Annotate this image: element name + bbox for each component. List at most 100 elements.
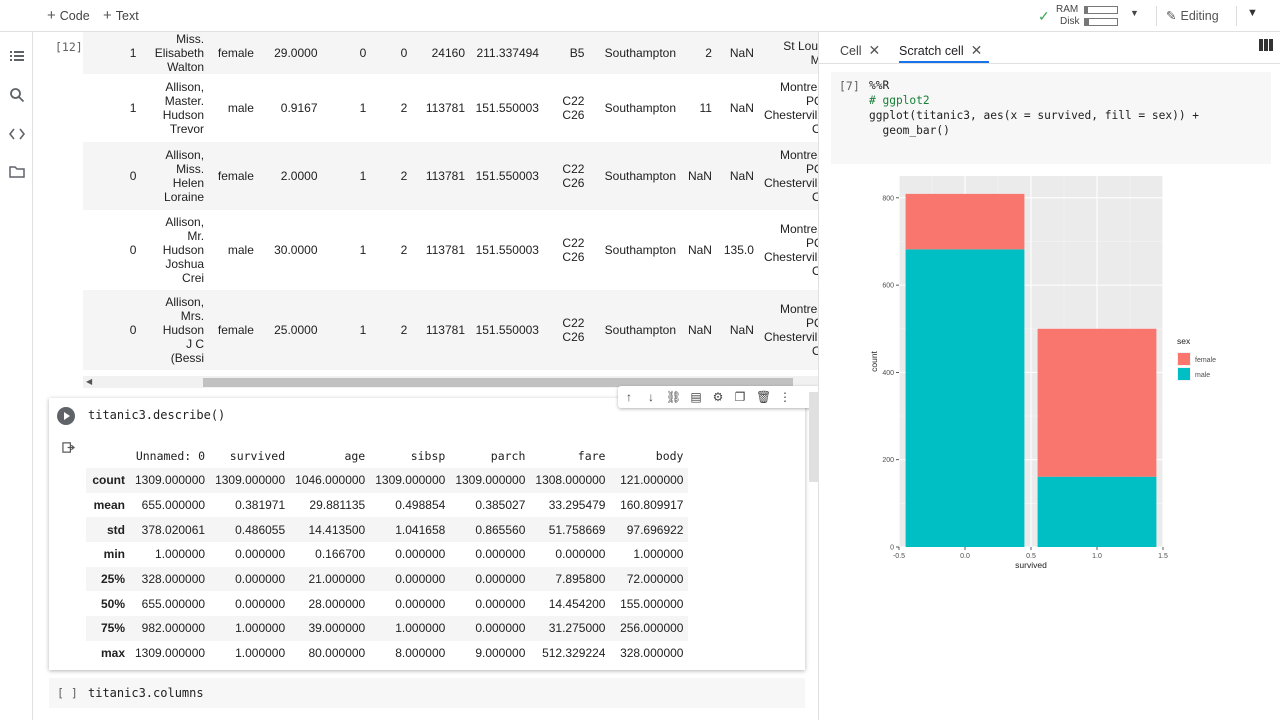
table-cell: 1.000000 — [235, 646, 286, 661]
describe-code-cell[interactable]: titanic3.describe() Unnamed: 0 survived ag… — [49, 398, 805, 670]
close-icon[interactable]: ✕ — [868, 42, 881, 58]
table-cell: 0.000000 — [555, 547, 606, 562]
table-cell: 97.696922 — [626, 522, 684, 537]
collapse-toolbar-chevron-icon[interactable]: ▼ — [1247, 7, 1258, 19]
table-cell-fare: 151.550003 — [475, 169, 539, 183]
code-line: %%R — [869, 79, 890, 92]
columns-cell-exec-count[interactable]: [ ] — [57, 686, 78, 700]
table-cell: 121.000000 — [620, 473, 684, 488]
cell-text-line: Hudson — [162, 323, 205, 337]
code-line: geom_bar() — [869, 124, 950, 137]
row-header: 25% — [100, 572, 125, 587]
table-cell-body: NaN — [729, 101, 754, 115]
trash-icon[interactable]: 🗑 — [756, 390, 772, 404]
cell-text-line: Helen — [172, 176, 205, 190]
table-cell-cabin: C22 C26 — [544, 290, 589, 370]
table-cell-sibsp: 1 — [359, 101, 367, 115]
table-cell: 0.498854 — [395, 498, 446, 513]
describe-output-table: Unnamed: 0 survived age sibsp parch fare body … — [86, 444, 689, 666]
code-snippets-icon[interactable] — [9, 126, 25, 142]
scratch-code-cell[interactable]: [7] %%R # ggplot2 ggplot(titanic3, aes(x =… — [831, 72, 1271, 164]
code-editor[interactable]: titanic3.columns — [88, 686, 204, 700]
table-cell-embarked: Southampton — [604, 46, 677, 60]
table-cell: 1.000000 — [155, 547, 206, 562]
table-row: mean 655.000000 0.381971 29.881135 0.498854 0… — [86, 493, 688, 518]
resources-indicator[interactable]: ✓ RAM Disk ▼ — [1038, 3, 1142, 29]
cell-text-line: Loraine — [164, 190, 205, 204]
table-cell-sibsp: 1 — [359, 323, 367, 337]
table-cell: 155.000000 — [620, 596, 684, 611]
bar-female-0 — [905, 193, 1025, 250]
table-cell-cabin: C22 C26 — [544, 210, 589, 290]
table-cell-home: Montreal,PQ /Chesterville,ON — [759, 74, 818, 142]
scrollbar-thumb[interactable] — [203, 378, 793, 387]
editing-mode-button[interactable]: ✎ Editing — [1166, 9, 1219, 23]
cell-text-line: Mr. — [187, 229, 205, 243]
add-text-button[interactable]: + Text — [103, 7, 139, 24]
y-tick-label: 400 — [882, 370, 894, 377]
table-cell-parch: 0 — [400, 46, 408, 60]
chevron-down-icon[interactable]: ▼ — [1130, 8, 1139, 18]
code-line: # ggplot2 — [869, 94, 930, 107]
table-cell: 0.381971 — [235, 498, 286, 513]
legend-label-male: male — [1195, 372, 1210, 379]
legend-title: sex — [1177, 336, 1191, 346]
link-icon[interactable]: ⛓ — [666, 390, 682, 404]
table-cell-embarked: Southampton — [604, 323, 677, 337]
columns-code-cell[interactable]: [ ] titanic3.columns — [49, 678, 805, 708]
tab-cell[interactable]: Cell ✕ — [840, 42, 881, 58]
move-up-icon[interactable]: ↑ — [626, 390, 632, 404]
mirror-cell-icon[interactable]: ❐ — [734, 390, 746, 404]
table-cell: 39.000000 — [308, 621, 366, 636]
run-cell-button[interactable] — [57, 407, 75, 425]
plus-icon: + — [103, 7, 112, 24]
table-cell-sibsp: 1 — [359, 243, 367, 257]
close-icon[interactable]: ✕ — [970, 42, 983, 58]
table-cell-embarked: Southampton — [604, 169, 677, 183]
table-cell: 29.881135 — [309, 498, 366, 513]
scratch-pane: Cell ✕ Scratch cell ✕ [7] %%R # ggplot2 ggpl… — [818, 32, 1280, 720]
code-editor[interactable]: %%R # ggplot2 ggplot(titanic3, aes(x = sur… — [869, 78, 1199, 138]
row-header: 50% — [100, 596, 125, 611]
vertical-scrollbar[interactable] — [809, 392, 818, 482]
table-row: 0 Allison, Miss. Helen Loraine female 2.0000 1 2… — [83, 142, 818, 210]
column-header: age — [344, 449, 366, 463]
column-header: parch — [490, 449, 526, 463]
horizontal-scrollbar[interactable]: ◀ ▶ — [83, 376, 818, 388]
table-row: 1 Miss. Elisabeth Walton female 29.0000 0 0 2416… — [83, 32, 818, 74]
output-actions-icon[interactable] — [62, 441, 75, 454]
code-editor[interactable]: titanic3.describe() — [88, 408, 226, 422]
cell-text-line: PQ / — [805, 236, 818, 250]
layout-columns-icon[interactable] — [1259, 39, 1273, 51]
table-cell-survived: 0 — [129, 323, 137, 337]
comment-icon[interactable]: ▤ — [690, 390, 702, 404]
table-of-contents-icon[interactable] — [9, 48, 25, 64]
cell-text-line: ON — [812, 344, 818, 358]
cell-text-line: C22 — [562, 94, 585, 108]
cell-text-line: C22 — [562, 162, 585, 176]
folder-icon[interactable] — [9, 164, 25, 180]
table-cell-sex: male — [227, 101, 254, 115]
column-header: sibsp — [410, 449, 446, 463]
table-cell-sibsp: 1 — [359, 169, 367, 183]
table-cell-home: Montreal,PQ /Chesterville,ON — [759, 290, 818, 370]
more-options-icon[interactable]: ⋮ — [779, 390, 791, 404]
table-cell: 0.000000 — [475, 572, 526, 587]
scroll-left-icon[interactable]: ◀ — [86, 377, 93, 386]
column-header: fare — [577, 449, 606, 463]
table-cell-home: St Louis,MO — [759, 32, 818, 74]
table-cell: 1308.000000 — [535, 473, 606, 488]
y-axis-label: count — [869, 350, 879, 371]
add-code-button[interactable]: + Code — [47, 7, 90, 24]
gear-icon[interactable]: ⚙ — [712, 390, 724, 404]
plus-icon: + — [47, 7, 56, 24]
table-cell: 1309.000000 — [375, 473, 446, 488]
cell-text-line: Chesterville, — [763, 108, 818, 122]
move-down-icon[interactable]: ↓ — [648, 390, 654, 404]
search-icon[interactable] — [9, 87, 25, 103]
table-row: max 1309.000000 1.000000 80.000000 8.000000 9… — [86, 641, 688, 666]
table-row: 25% 328.000000 0.000000 21.000000 0.000000 0.… — [86, 566, 689, 592]
table-cell: 0.000000 — [475, 596, 526, 611]
tab-scratch-cell[interactable]: Scratch cell ✕ — [899, 37, 989, 63]
table-cell: 1309.000000 — [135, 473, 206, 488]
